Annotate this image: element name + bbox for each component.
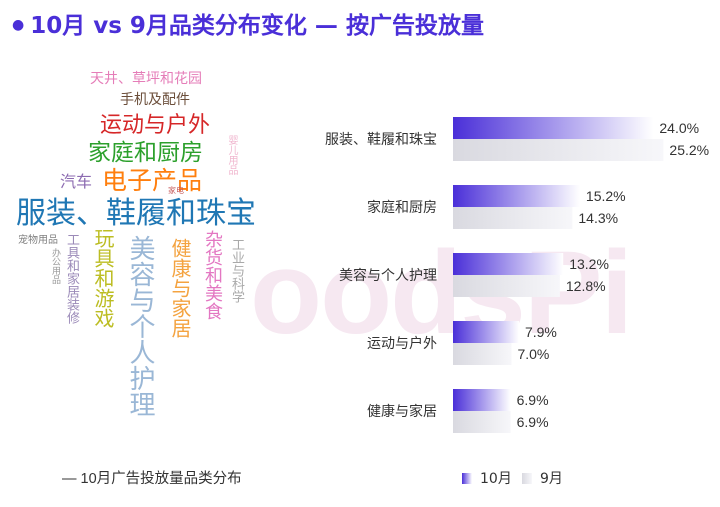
bar-sep bbox=[453, 411, 511, 433]
cloud-word: 运动与户外 bbox=[100, 113, 211, 138]
bar-chart: 服装、鞋履和珠宝 24.0% 25.2% 家庭和厨房 15.2% 14.3% 美容与个人护理… bbox=[325, 117, 709, 433]
bar-sep bbox=[453, 275, 560, 297]
bar-oct bbox=[453, 117, 654, 139]
data-label: 7.9% bbox=[525, 324, 557, 340]
bullet-dot-icon: ● bbox=[12, 17, 25, 33]
cloud-word: 美容与个人护理 bbox=[125, 235, 155, 417]
data-label: 7.0% bbox=[517, 346, 549, 362]
bar-sep bbox=[453, 343, 512, 365]
data-label: 12.8% bbox=[566, 278, 606, 294]
cloud-word: 电子产品 bbox=[102, 166, 203, 195]
cloud-word: 家电 bbox=[168, 186, 184, 195]
legend-item-oct: 10月 bbox=[462, 468, 512, 488]
chart-title-text: 10月 vs 9月品类分布变化 — 按广告投放量 bbox=[30, 13, 484, 39]
data-label: 15.2% bbox=[586, 188, 626, 204]
category-label: 家庭和厨房 bbox=[367, 199, 437, 215]
cloud-word: 杂货和美食 bbox=[202, 230, 223, 320]
legend-label-sep: 9月 bbox=[540, 471, 563, 487]
legend-label-oct: 10月 bbox=[480, 471, 512, 487]
bar-oct bbox=[453, 321, 519, 343]
bar-sep bbox=[453, 207, 573, 229]
cloud-word: 手机及配件 bbox=[120, 92, 190, 108]
watermark-logo: oodsPi bbox=[250, 227, 633, 359]
bar-oct bbox=[453, 253, 564, 275]
category-label: 美容与个人护理 bbox=[339, 267, 437, 283]
cloud-word: 工具和家居装修 bbox=[64, 233, 79, 324]
data-label: 24.0% bbox=[659, 120, 699, 136]
data-label: 13.2% bbox=[569, 256, 609, 272]
cloud-word: 玩具和游戏 bbox=[91, 228, 115, 328]
bar-sep bbox=[453, 139, 664, 161]
data-label: 6.9% bbox=[517, 392, 549, 408]
data-label: 14.3% bbox=[578, 210, 618, 226]
cloud-word: 家庭和厨房 bbox=[88, 140, 203, 166]
category-label: 健康与家居 bbox=[367, 403, 437, 419]
category-label: 运动与户外 bbox=[367, 335, 437, 351]
word-cloud: 天井、草坪和花园 手机及配件 运动与户外 家庭和厨房 电子产品 汽车 服装、鞋履… bbox=[0, 60, 300, 460]
cloud-word: 健康与家居 bbox=[168, 238, 192, 338]
data-label: 6.9% bbox=[517, 414, 549, 430]
cloud-word: 服装、鞋履和珠宝 bbox=[16, 196, 256, 231]
cloud-word: 天井、草坪和花园 bbox=[90, 71, 202, 87]
category-label: 服装、鞋履和珠宝 bbox=[325, 131, 437, 147]
legend-swatch-oct bbox=[462, 473, 472, 484]
cloud-word: 汽车 bbox=[60, 172, 93, 191]
cloud-word: 宠物用品 bbox=[18, 235, 58, 246]
bar-oct bbox=[453, 185, 580, 207]
cloud-word: 婴儿用品 bbox=[226, 135, 237, 175]
cloud-word: 办公用品 bbox=[50, 248, 60, 284]
word-cloud-caption: — 10月广告投放量品类分布 bbox=[62, 471, 242, 487]
chart-title: ● 10月 vs 9月品类分布变化 — 按广告投放量 bbox=[12, 6, 484, 40]
legend-item-sep: 9月 bbox=[522, 468, 563, 488]
data-label: 25.2% bbox=[669, 142, 709, 158]
cloud-word: 工业与科学 bbox=[229, 238, 244, 303]
bar-oct bbox=[453, 389, 511, 411]
legend-swatch-sep bbox=[522, 473, 532, 484]
